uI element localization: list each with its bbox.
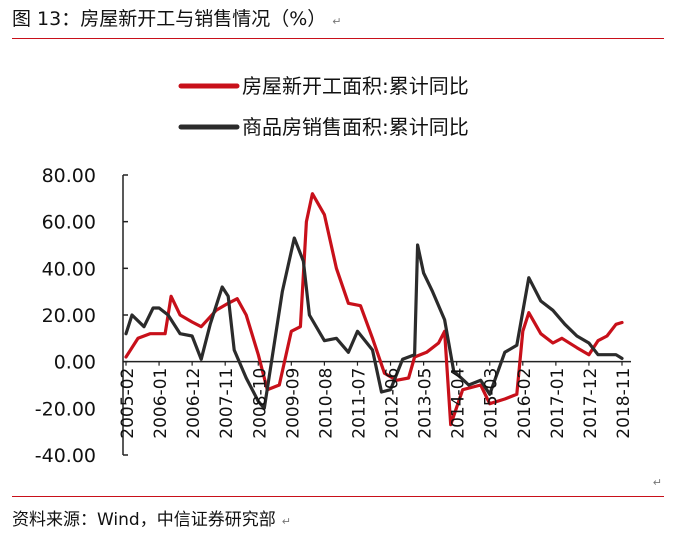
x-tick-label: 2009-09 — [283, 368, 303, 439]
x-tick-label: 2011-07 — [349, 368, 369, 439]
series-line-1 — [124, 192, 624, 427]
series-line-2 — [124, 236, 624, 410]
figure-title-text: 图 13：房屋新开工与销售情况（%） — [12, 8, 327, 30]
y-tick-label: 20.00 — [42, 305, 96, 327]
x-tick-label: 2013-05 — [416, 368, 436, 439]
x-tick-label: 2016-02 — [515, 368, 535, 439]
x-tick-label: 2015-03 — [482, 368, 502, 439]
x-tick-label: 2006-01 — [151, 368, 171, 439]
x-tick-label: 2018-11 — [614, 368, 634, 439]
y-tick-label: 60.00 — [42, 212, 96, 234]
legend-label-2: 商品房销售面积:累计同比 — [242, 115, 469, 139]
figure-title: 图 13：房屋新开工与销售情况（%） ↵ — [12, 7, 342, 34]
x-tick-label: 2010-08 — [316, 368, 336, 439]
x-tick-label: 2007-11 — [217, 368, 237, 439]
top-divider — [12, 38, 664, 39]
legend-label-1: 房屋新开工面积:累计同比 — [242, 74, 469, 98]
x-tick-label: 2008-10 — [250, 368, 270, 439]
bottom-divider — [12, 496, 664, 497]
paragraph-mark-icon: ↵ — [652, 476, 662, 489]
x-tick-label: 2012-06 — [383, 368, 403, 439]
x-tick-label: 2006-12 — [184, 368, 204, 439]
source-text: 资料来源：Wind，中信证券研究部 — [12, 510, 276, 530]
y-tick-label: 40.00 — [42, 258, 96, 280]
x-tick-label: 2014-04 — [449, 368, 469, 439]
y-tick-label: 0.00 — [54, 352, 96, 374]
paragraph-mark-icon: ↵ — [281, 515, 291, 528]
x-tick-label: 2005-02 — [118, 368, 138, 439]
y-tick-label: -20.00 — [35, 398, 96, 420]
paragraph-mark-icon: ↵ — [332, 15, 342, 28]
x-tick-label: 2017-12 — [581, 368, 601, 439]
y-tick-label: 80.00 — [42, 165, 96, 187]
x-tick-label: 2017-01 — [548, 368, 568, 439]
y-tick-label: -40.00 — [35, 445, 96, 467]
source-note: 资料来源：Wind，中信证券研究部 ↵ — [12, 508, 291, 534]
